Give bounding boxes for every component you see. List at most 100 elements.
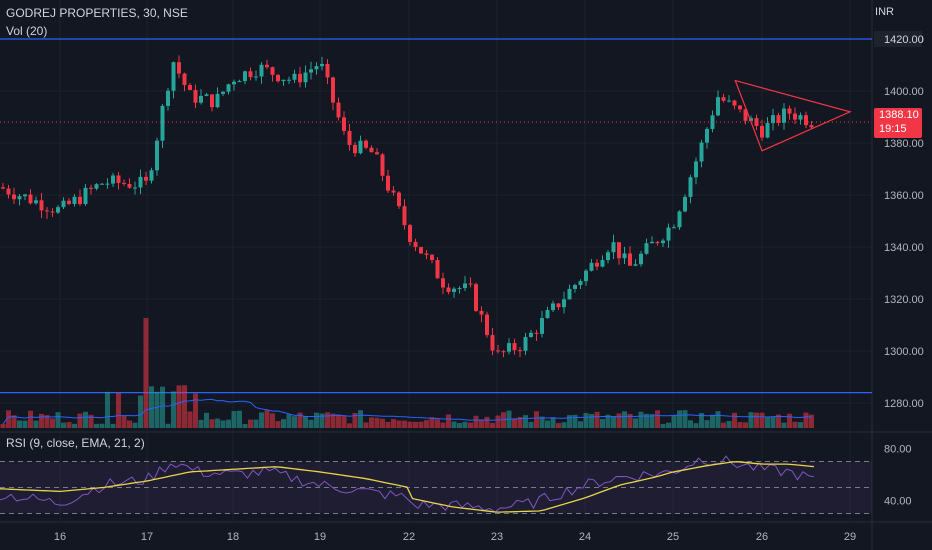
symbol-title[interactable]: GODREJ PROPERTIES, 30, NSE: [6, 6, 188, 20]
volume-bar: [165, 423, 171, 428]
volume-bar: [292, 416, 297, 428]
candle-body: [694, 161, 698, 178]
volume-bar: [209, 419, 215, 428]
volume-bar: [512, 418, 517, 428]
volume-bar: [732, 412, 737, 428]
volume-bar: [743, 422, 748, 428]
volume-bar: [380, 418, 385, 428]
volume-bar: [143, 318, 149, 428]
candle-body: [397, 192, 401, 207]
volume-bar: [737, 422, 743, 428]
candle-body: [144, 176, 148, 181]
candle-body: [386, 175, 390, 191]
candle-body: [562, 299, 566, 308]
candle-body: [760, 125, 764, 138]
volume-bar: [550, 417, 556, 428]
candle-body: [342, 117, 346, 131]
volume-bar: [776, 414, 781, 428]
volume-bar: [770, 416, 776, 428]
volume-bar: [187, 411, 193, 428]
candle-body: [325, 63, 330, 78]
candle-body: [430, 254, 434, 261]
candle-body: [413, 241, 418, 248]
volume-ma-line: [2, 398, 812, 425]
candle-body: [391, 190, 396, 193]
candle-body: [89, 187, 93, 189]
candle-body: [331, 77, 335, 103]
volume-bar: [803, 412, 809, 428]
volume-bar: [627, 413, 633, 428]
volume-bar: [149, 386, 154, 428]
candle-body: [166, 90, 170, 106]
candle-body: [281, 79, 286, 82]
volume-bar: [55, 412, 61, 428]
candle-body: [243, 71, 247, 82]
candle-body: [644, 243, 649, 254]
candle-body: [683, 196, 687, 212]
volume-bar: [391, 418, 396, 428]
candle-body: [232, 81, 236, 85]
candle-body: [732, 100, 737, 106]
candle-body: [100, 183, 104, 185]
candle-body: [650, 241, 654, 244]
candle-body: [419, 247, 423, 254]
volume-bar: [358, 410, 363, 428]
candle-body: [408, 225, 412, 242]
price-tick-label: 1400.00: [884, 86, 924, 98]
candles-group: [1, 55, 814, 358]
candle-body: [111, 175, 115, 184]
candle-body: [199, 95, 203, 103]
rsi-indicator-label[interactable]: RSI (9, close, EMA, 21, 2): [6, 436, 145, 450]
volume-bar: [6, 410, 11, 428]
candle-body: [45, 210, 49, 212]
volume-indicator-label[interactable]: Vol (20): [6, 24, 48, 38]
volume-bar: [138, 395, 143, 428]
candle-body: [67, 200, 71, 204]
time-tick-label: 23: [491, 531, 503, 543]
level-label-box: [874, 31, 922, 47]
candle-body: [727, 100, 731, 102]
candle-body: [787, 108, 792, 114]
volume-bar: [336, 414, 341, 428]
candle-body: [133, 187, 137, 189]
candle-body: [50, 211, 55, 213]
volume-bar: [792, 421, 798, 428]
volume-bar: [561, 422, 567, 428]
candle-body: [705, 128, 709, 143]
candle-body: [765, 123, 770, 138]
candle-body: [320, 63, 324, 67]
volume-bar: [748, 412, 754, 428]
time-tick-label: 16: [54, 531, 66, 543]
candle-body: [375, 152, 379, 155]
volume-bar: [704, 420, 710, 428]
candle-body: [188, 85, 192, 91]
volume-bar: [809, 414, 814, 428]
volume-bar: [407, 421, 413, 428]
candle-body: [523, 337, 528, 351]
volume-bar: [495, 415, 501, 428]
candle-body: [688, 177, 693, 197]
volume-bar: [589, 414, 594, 428]
volume-bar: [726, 421, 732, 428]
candle-body: [248, 71, 253, 78]
candle-body: [292, 73, 297, 80]
volume-bar: [116, 392, 121, 428]
candle-body: [221, 91, 225, 94]
volume-bar: [688, 420, 693, 428]
volume-bar: [66, 422, 72, 428]
candle-body: [193, 90, 198, 103]
volume-bar: [677, 410, 682, 428]
volume-bar: [600, 419, 605, 428]
level-label-text: 1420.00: [884, 34, 924, 46]
price-tick-label: 1320.00: [884, 294, 924, 306]
price-tick-label: 1280.00: [884, 398, 924, 410]
price-tick-label: 1300.00: [884, 346, 924, 358]
volume-bar: [528, 421, 534, 428]
volume-bar: [374, 417, 380, 428]
volume-bar: [583, 412, 589, 428]
volume-bar: [193, 393, 198, 428]
candle-body: [468, 283, 473, 285]
volume-bar: [759, 412, 765, 428]
volume-bar: [127, 420, 132, 428]
